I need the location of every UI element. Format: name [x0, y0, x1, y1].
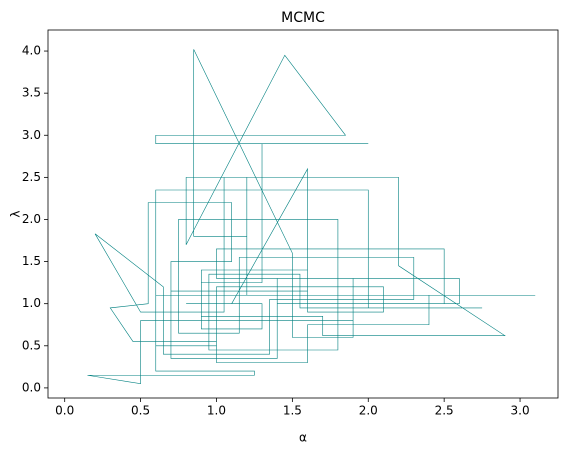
y-tick-label: 1.5	[22, 254, 41, 268]
chart-title: MCMC	[281, 10, 325, 26]
trace-line	[87, 49, 536, 385]
y-tick-label: 0.0	[22, 380, 41, 394]
y-tick-label: 2.5	[22, 170, 41, 184]
x-tick-label: 0.5	[131, 404, 150, 418]
x-axis-label: α	[299, 431, 307, 445]
x-tick-label: 1.0	[207, 404, 226, 418]
y-tick-label: 3.0	[22, 128, 41, 142]
x-tick-label: 2.0	[359, 404, 378, 418]
y-axis-label: λ	[9, 210, 23, 217]
y-tick-label: 2.0	[22, 212, 41, 226]
x-tick-label: 0.0	[55, 404, 74, 418]
x-tick-label: 1.5	[283, 404, 302, 418]
y-tick-label: 0.5	[22, 338, 41, 352]
y-tick-label: 1.0	[22, 296, 41, 310]
y-tick-label: 3.5	[22, 86, 41, 100]
x-tick-label: 3.0	[511, 404, 530, 418]
y-tick-label: 4.0	[22, 44, 41, 58]
plot-frame	[47, 29, 559, 399]
x-tick-label: 2.5	[435, 404, 454, 418]
